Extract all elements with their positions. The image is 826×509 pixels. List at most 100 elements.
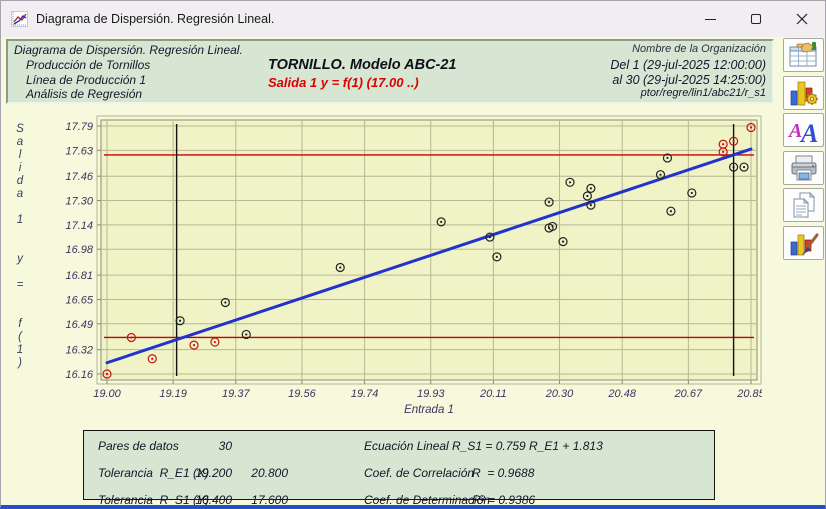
context-line-product: Producción de Tornillos [26,58,151,72]
data-point [718,147,728,157]
stats-row: Tolerancia R_E1 (X) 19.200 20.800 Coef. … [84,463,714,485]
stats-row: Pares de datos 30 Ecuación Lineal R_S1 =… [84,436,714,458]
y-tick-label: 17.63 [65,145,93,157]
data-point-center [690,191,693,195]
scatter-chart: 19.00 19.19 19.37 19.56 19.74 19.93 20.11 20.30… [65,115,762,416]
data-point [485,232,495,242]
print-icon [791,155,816,180]
date-range-to: al 30 (29-jul-2025 14:25:00) [612,72,766,87]
data-point-center [666,156,669,160]
x-tick-label: 20.85 [736,388,762,400]
data-point-center [151,357,154,360]
data-point [547,221,558,232]
data-point [220,297,230,308]
data-point [558,237,568,247]
svg-text:A: A [799,119,818,144]
report-path: ptor/regre/lin1/abc21/r_s1 [640,87,766,99]
close-icon [796,13,808,25]
data-point [728,136,739,146]
data-point-center [659,173,662,176]
data-point-center [586,194,589,198]
data-point-center [568,181,572,184]
minimize-button[interactable] [687,1,733,37]
data-table-icon [789,42,816,67]
data-point-center [105,372,109,376]
copy-pages-button[interactable] [783,188,824,222]
tolerance-y-label: Tolerancia R_S1 (Y) [98,493,209,507]
pairs-count-value: 30 [218,439,232,453]
data-point-center [749,126,753,129]
product-title: TORNILLO. Modelo ABC-21 [268,57,457,73]
data-point-center [245,333,248,336]
plot-area [100,119,758,381]
data-point-center [732,140,735,143]
side-toolbar: A A [783,38,824,263]
chart-settings-button[interactable] [783,75,824,110]
data-point [492,252,502,262]
data-point [582,191,592,201]
y-tick-label: 16.16 [65,369,93,381]
window-controls [687,1,825,37]
pairs-count-label: Pares de datos [98,439,179,453]
data-point [586,200,596,210]
data-point [210,337,220,347]
context-line-line: Línea de Producción 1 [26,72,147,87]
x-tick-label: 19.74 [351,388,379,400]
y-tick-label: 16.81 [65,270,93,282]
data-point [728,162,739,172]
y-tick-label: 16.65 [65,294,93,306]
data-point-center [179,319,182,322]
data-point [102,369,112,379]
data-point-center [589,187,592,190]
fonts-button[interactable]: A A [783,113,824,147]
x-tick-label: 19.00 [93,388,121,400]
data-point-center [732,165,735,169]
print-button[interactable] [783,150,824,185]
x-tick-label: 19.93 [417,388,445,400]
tolerance-x-max: 20.800 [251,466,288,480]
y-tick-label: 17.14 [65,220,93,232]
data-point-center [561,240,565,243]
organization-name: Nombre de la Organización [632,43,766,55]
correlation-value: R = 0.9688 [472,466,535,480]
x-tick-label: 19.37 [222,388,250,400]
data-point-center [669,210,673,213]
data-point [655,170,666,180]
data-point [662,153,673,163]
chart-style-button[interactable] [783,225,824,260]
data-point [666,206,676,216]
data-point-center [551,225,554,228]
maximize-button[interactable] [733,1,779,37]
close-button[interactable] [779,1,825,37]
determination-label: Coef. de Determinación [364,493,491,507]
maximize-icon [751,14,761,24]
y-tick-label: 16.49 [65,319,93,331]
data-point [544,197,554,207]
data-point-center [742,165,746,169]
svg-text:A: A [788,120,802,142]
data-table-button[interactable] [783,38,824,72]
report-type: Diagrama de Dispersión. Regresión Lineal… [14,43,243,57]
chart-style-icon [790,233,818,255]
y-tick-label: 17.79 [65,121,93,133]
data-point-center [130,336,133,339]
x-tick-label: 20.11 [479,388,507,400]
data-point [126,332,136,343]
correlation-label: Coef. de Correlación [364,466,475,480]
tolerance-x-min: 19.200 [195,466,232,480]
data-point [335,262,345,273]
data-point [565,177,575,187]
plot-outer-frame [96,115,762,385]
data-point-center [440,220,443,223]
y-tick-label: 17.30 [65,196,93,208]
series-subtitle: Salida 1 y = f(1) (17.00 ..) [268,75,419,90]
data-point [436,217,446,227]
equation-label: Ecuación Lineal [364,439,449,453]
data-point-center [547,200,551,204]
title-bar: Diagrama de Dispersión. Regresión Lineal… [1,1,825,37]
minimize-icon [704,18,716,20]
tolerance-y-min: 16.400 [195,493,232,507]
copy-pages-icon [793,191,815,218]
x-tick-label: 19.56 [288,388,316,400]
